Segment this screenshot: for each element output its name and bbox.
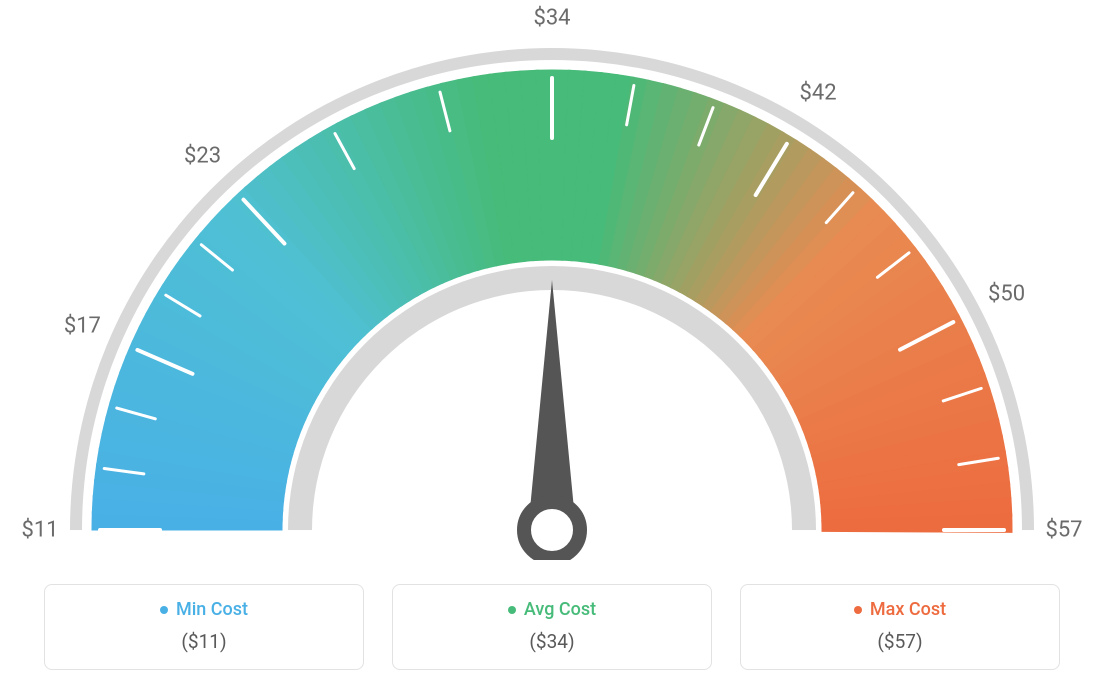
legend-value-avg: ($34): [409, 630, 695, 653]
legend-dot-avg: [508, 606, 516, 614]
legend-dot-min: [160, 606, 168, 614]
gauge-tick-label: $50: [988, 282, 1025, 307]
gauge-tick-label: $57: [1045, 518, 1082, 543]
legend-title-min: Min Cost: [160, 599, 248, 620]
legend-title-avg: Avg Cost: [508, 599, 596, 620]
legend-dot-max: [854, 606, 862, 614]
gauge-tick-label: $34: [533, 6, 570, 31]
cost-gauge-infographic: $11 $17 $23 $34 $42 $50 $57 Min Cost ($11) Avg…: [0, 0, 1104, 690]
legend-card-min: Min Cost ($11): [44, 584, 364, 671]
legend-label-min: Min Cost: [176, 599, 248, 620]
legend-row: Min Cost ($11) Avg Cost ($34) Max Cost (…: [0, 584, 1104, 671]
gauge-tick-label: $11: [21, 518, 58, 543]
gauge-tick-label: $42: [799, 80, 836, 105]
legend-value-min: ($11): [61, 630, 347, 653]
legend-value-max: ($57): [757, 630, 1043, 653]
legend-card-avg: Avg Cost ($34): [392, 584, 712, 671]
legend-title-max: Max Cost: [854, 599, 946, 620]
gauge-area: $11 $17 $23 $34 $42 $50 $57: [0, 0, 1104, 560]
gauge-chart: [0, 0, 1104, 560]
legend-label-max: Max Cost: [870, 599, 946, 620]
legend-card-max: Max Cost ($57): [740, 584, 1060, 671]
legend-label-avg: Avg Cost: [524, 599, 596, 620]
gauge-tick-label: $17: [64, 314, 101, 339]
gauge-tick-label: $23: [184, 143, 221, 168]
